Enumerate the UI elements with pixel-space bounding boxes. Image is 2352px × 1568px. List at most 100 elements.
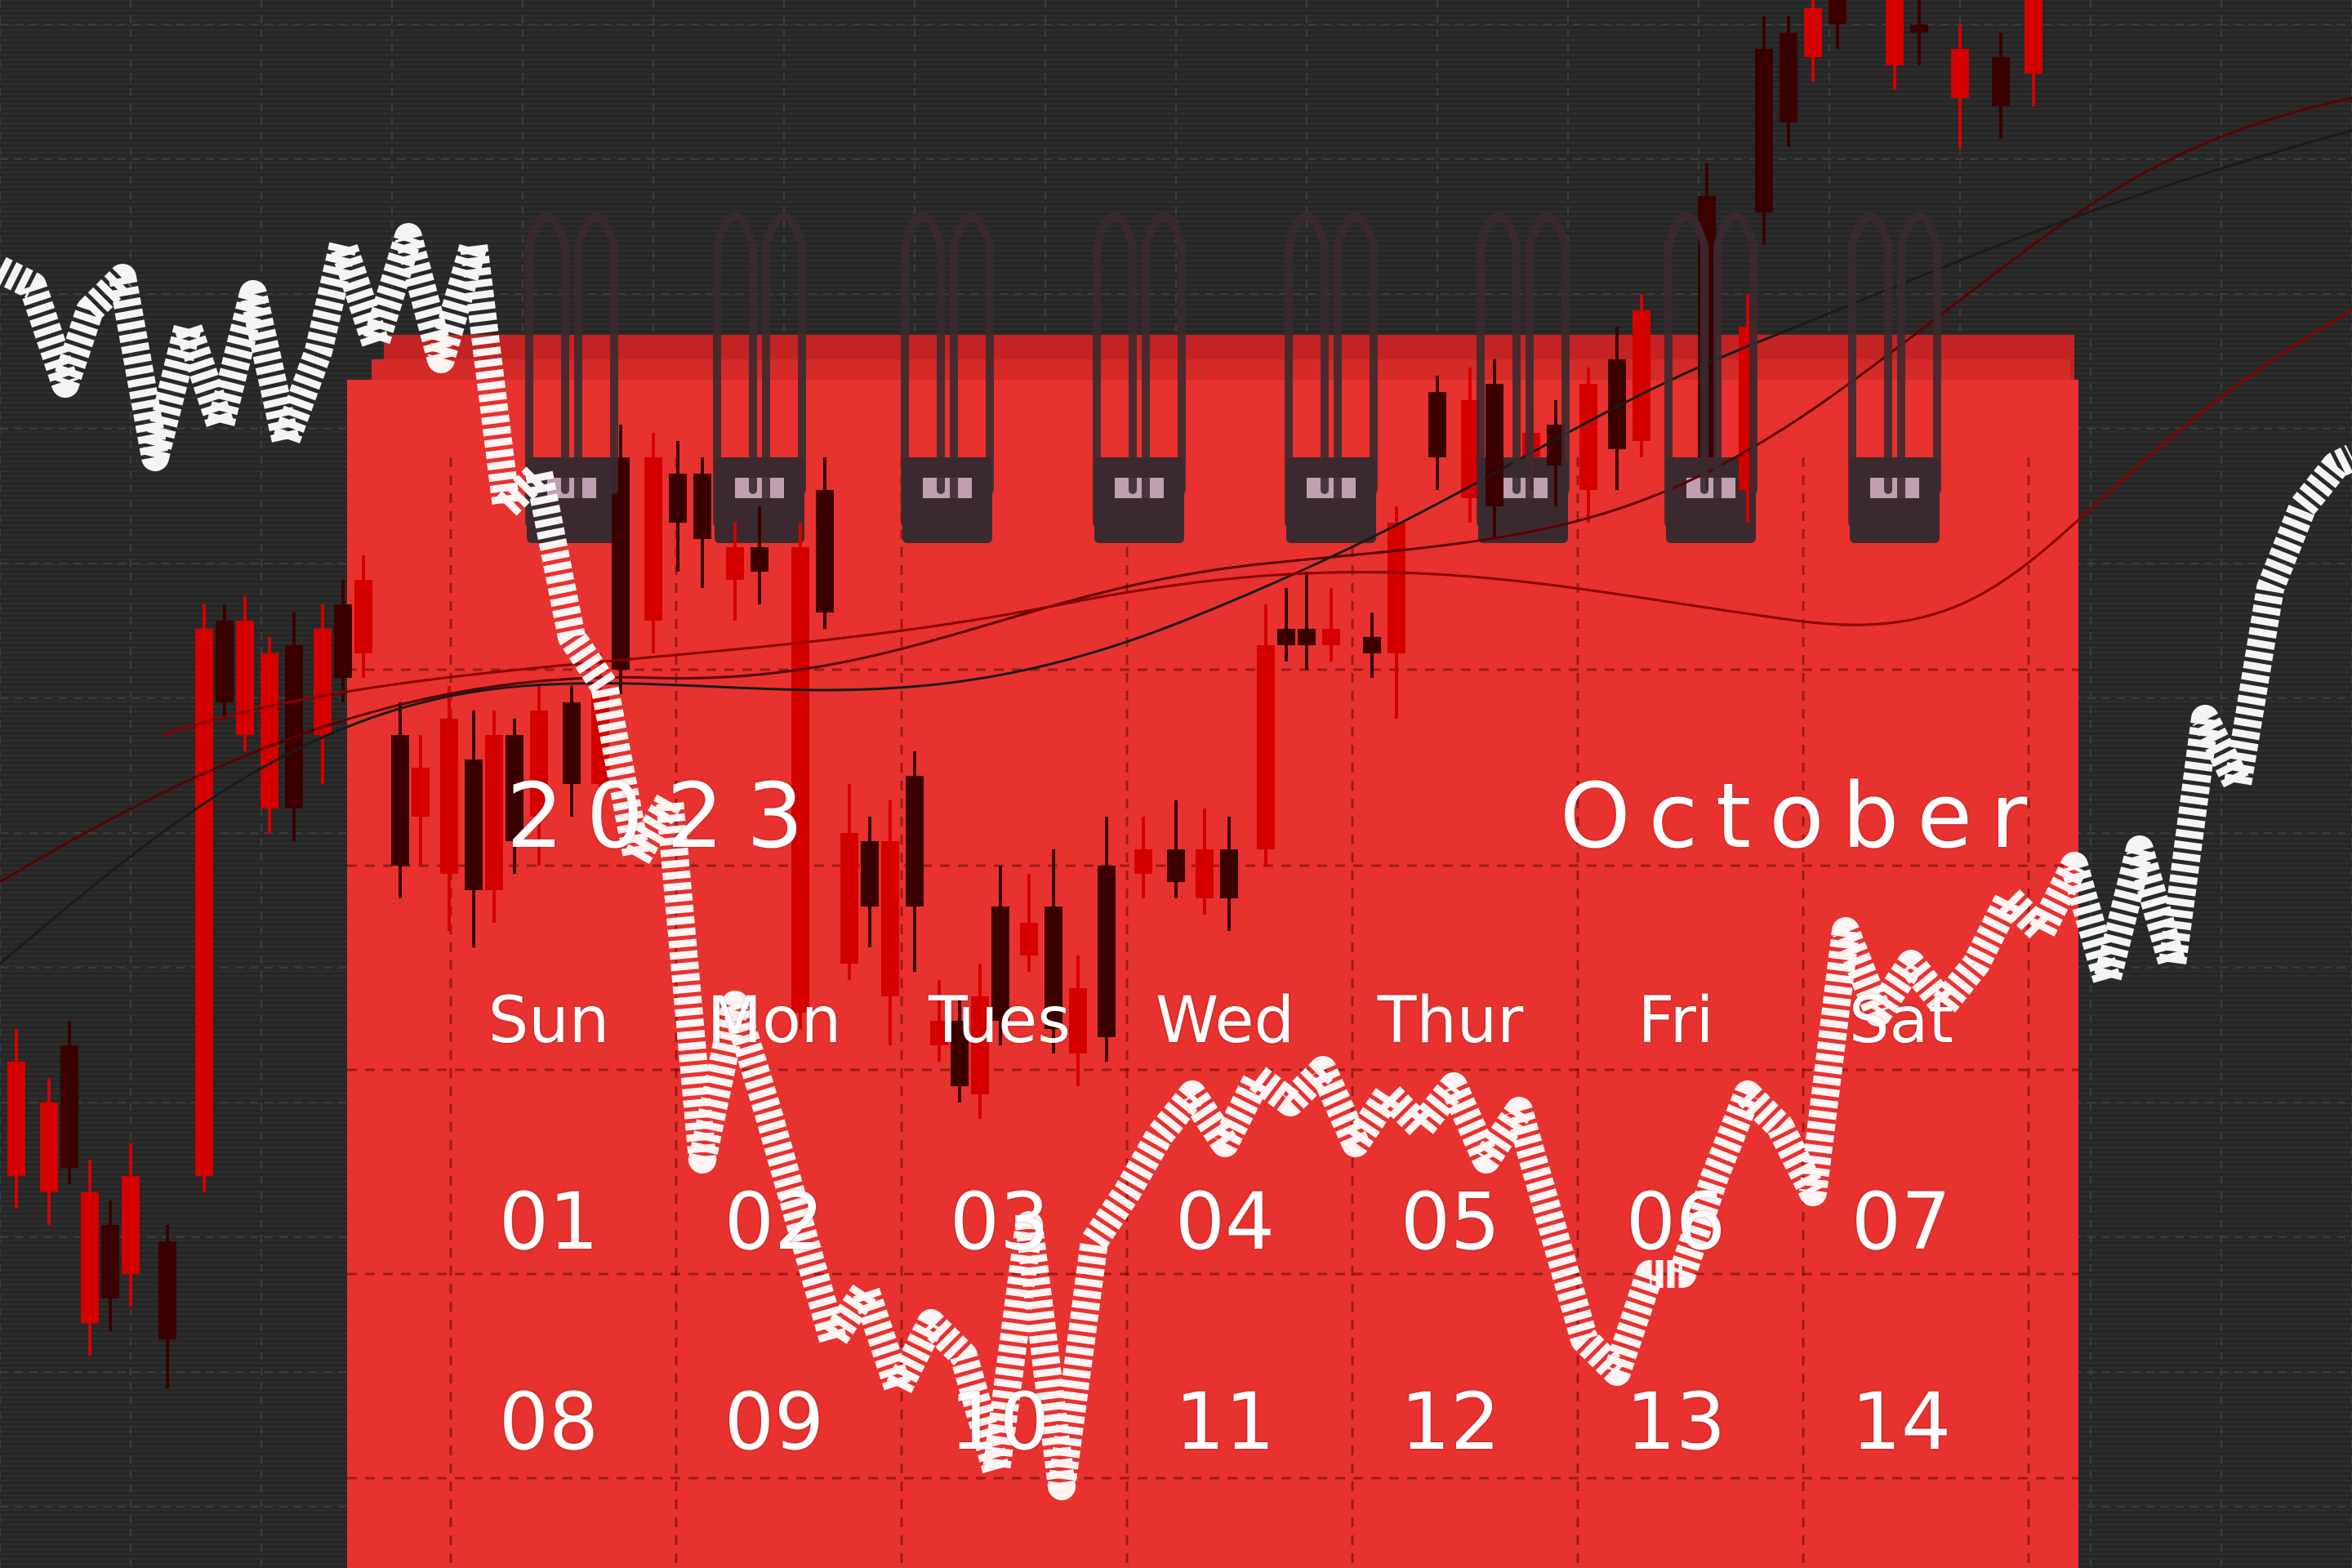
candle-body: [1196, 849, 1214, 898]
candle-body: [1579, 384, 1597, 490]
candle-body: [840, 833, 858, 964]
spiral-ring: [1285, 212, 1329, 527]
candle-body: [1045, 906, 1062, 1029]
candle-body: [1608, 359, 1626, 449]
calendar-month: October: [1560, 764, 2046, 868]
date-cell: 03: [949, 1176, 1050, 1267]
candle-body: [1951, 49, 1969, 98]
candle-body: [1829, 0, 1846, 24]
candle-body: [1486, 384, 1503, 506]
spiral-ring: [1664, 212, 1708, 527]
candle-body: [122, 1176, 140, 1274]
candle-body: [412, 768, 430, 817]
candle-body: [1992, 57, 2010, 106]
calendar-pad: [347, 335, 2078, 1568]
candle-body: [81, 1192, 99, 1323]
candle-body: [391, 735, 409, 866]
candle-body: [1755, 49, 1773, 212]
candle-body: [440, 719, 458, 874]
spiral-ring: [1897, 212, 1941, 527]
calendar-year: 2023: [506, 764, 826, 868]
candle-body: [906, 776, 924, 906]
binding-hole: [1850, 457, 1940, 543]
date-cell: 13: [1625, 1376, 1726, 1468]
date-cell: 11: [1174, 1376, 1276, 1468]
candle-body: [1257, 645, 1275, 849]
date-cell: 06: [1625, 1176, 1726, 1267]
weekday-sun: Sun: [488, 984, 610, 1058]
candle-body: [1220, 849, 1238, 898]
candlestick-series: [7, 0, 2042, 1388]
spiral-ring: [1334, 212, 1378, 527]
candle-body: [751, 547, 768, 572]
hole-highlight: [923, 478, 972, 498]
spiral-ring: [525, 212, 569, 527]
candle-body: [612, 457, 630, 670]
date-cell: 04: [1174, 1176, 1276, 1267]
candle-body: [1633, 310, 1650, 441]
weekday-wed: Wed: [1155, 984, 1295, 1058]
weekday-tues: Tues: [929, 984, 1071, 1058]
spiral-ring: [1477, 212, 1521, 527]
candle-body: [1461, 400, 1479, 498]
spiral-ring: [1848, 212, 1892, 527]
candle-body: [530, 710, 548, 817]
candle-body: [930, 1021, 948, 1045]
candle-body: [195, 629, 213, 1176]
date-cell: 10: [949, 1376, 1050, 1468]
binding-hole: [1094, 457, 1184, 543]
white-trend-line: [0, 223, 2352, 1500]
calendar-page: [347, 380, 2078, 1568]
spiral-ring: [762, 212, 806, 527]
candle-body: [644, 457, 662, 621]
candle-body: [1780, 33, 1797, 122]
candle-body: [1134, 849, 1152, 874]
spiral-ring: [713, 212, 757, 527]
candle-body: [285, 645, 303, 808]
date-cell: 12: [1400, 1376, 1501, 1468]
date-cell: 14: [1851, 1376, 1952, 1468]
binding-hole: [902, 457, 992, 543]
candle-body: [216, 621, 234, 702]
binding-hole: [1286, 457, 1376, 543]
candle-body: [314, 629, 332, 735]
candle-body: [465, 760, 483, 890]
spiral-ring: [1093, 212, 1137, 527]
spiral-ring: [901, 212, 945, 527]
spiral-ring: [1526, 212, 1570, 527]
weekday-mon: Mon: [706, 984, 842, 1058]
candle-body: [1547, 425, 1565, 466]
spiral-ring: [574, 212, 618, 527]
candle-body: [861, 841, 879, 906]
candle-body: [2025, 0, 2042, 74]
candle-body: [101, 1225, 119, 1298]
candle-body: [881, 841, 899, 996]
candle-body: [40, 1102, 58, 1192]
candle-body: [1298, 629, 1316, 645]
hole-highlight: [1686, 478, 1735, 498]
candle-body: [791, 547, 809, 1013]
candle-body: [334, 604, 352, 678]
candle-body: [485, 735, 503, 890]
trend-line-path: [0, 223, 2352, 1500]
spiral-ring: [1142, 212, 1186, 527]
candle-body: [261, 653, 278, 808]
candle-body: [236, 621, 254, 735]
candle-body: [354, 580, 372, 653]
moving-average-lines: [0, 96, 2352, 965]
spiral-ring: [950, 212, 994, 527]
candle-body: [158, 1241, 176, 1339]
weekday-fri: Fri: [1637, 984, 1714, 1058]
candle-body: [1428, 392, 1446, 457]
candle-body: [1363, 637, 1381, 653]
candle-body: [506, 735, 523, 841]
candle-body: [1098, 866, 1116, 1037]
spiral-binding: [525, 212, 1941, 527]
hole-highlight: [1499, 478, 1548, 498]
candle-body: [60, 1045, 78, 1168]
candle-body: [1388, 523, 1405, 653]
candle-body: [726, 547, 744, 580]
candle-body: [1277, 629, 1295, 645]
hole-highlight: [1115, 478, 1164, 498]
candle-body: [971, 996, 989, 1094]
